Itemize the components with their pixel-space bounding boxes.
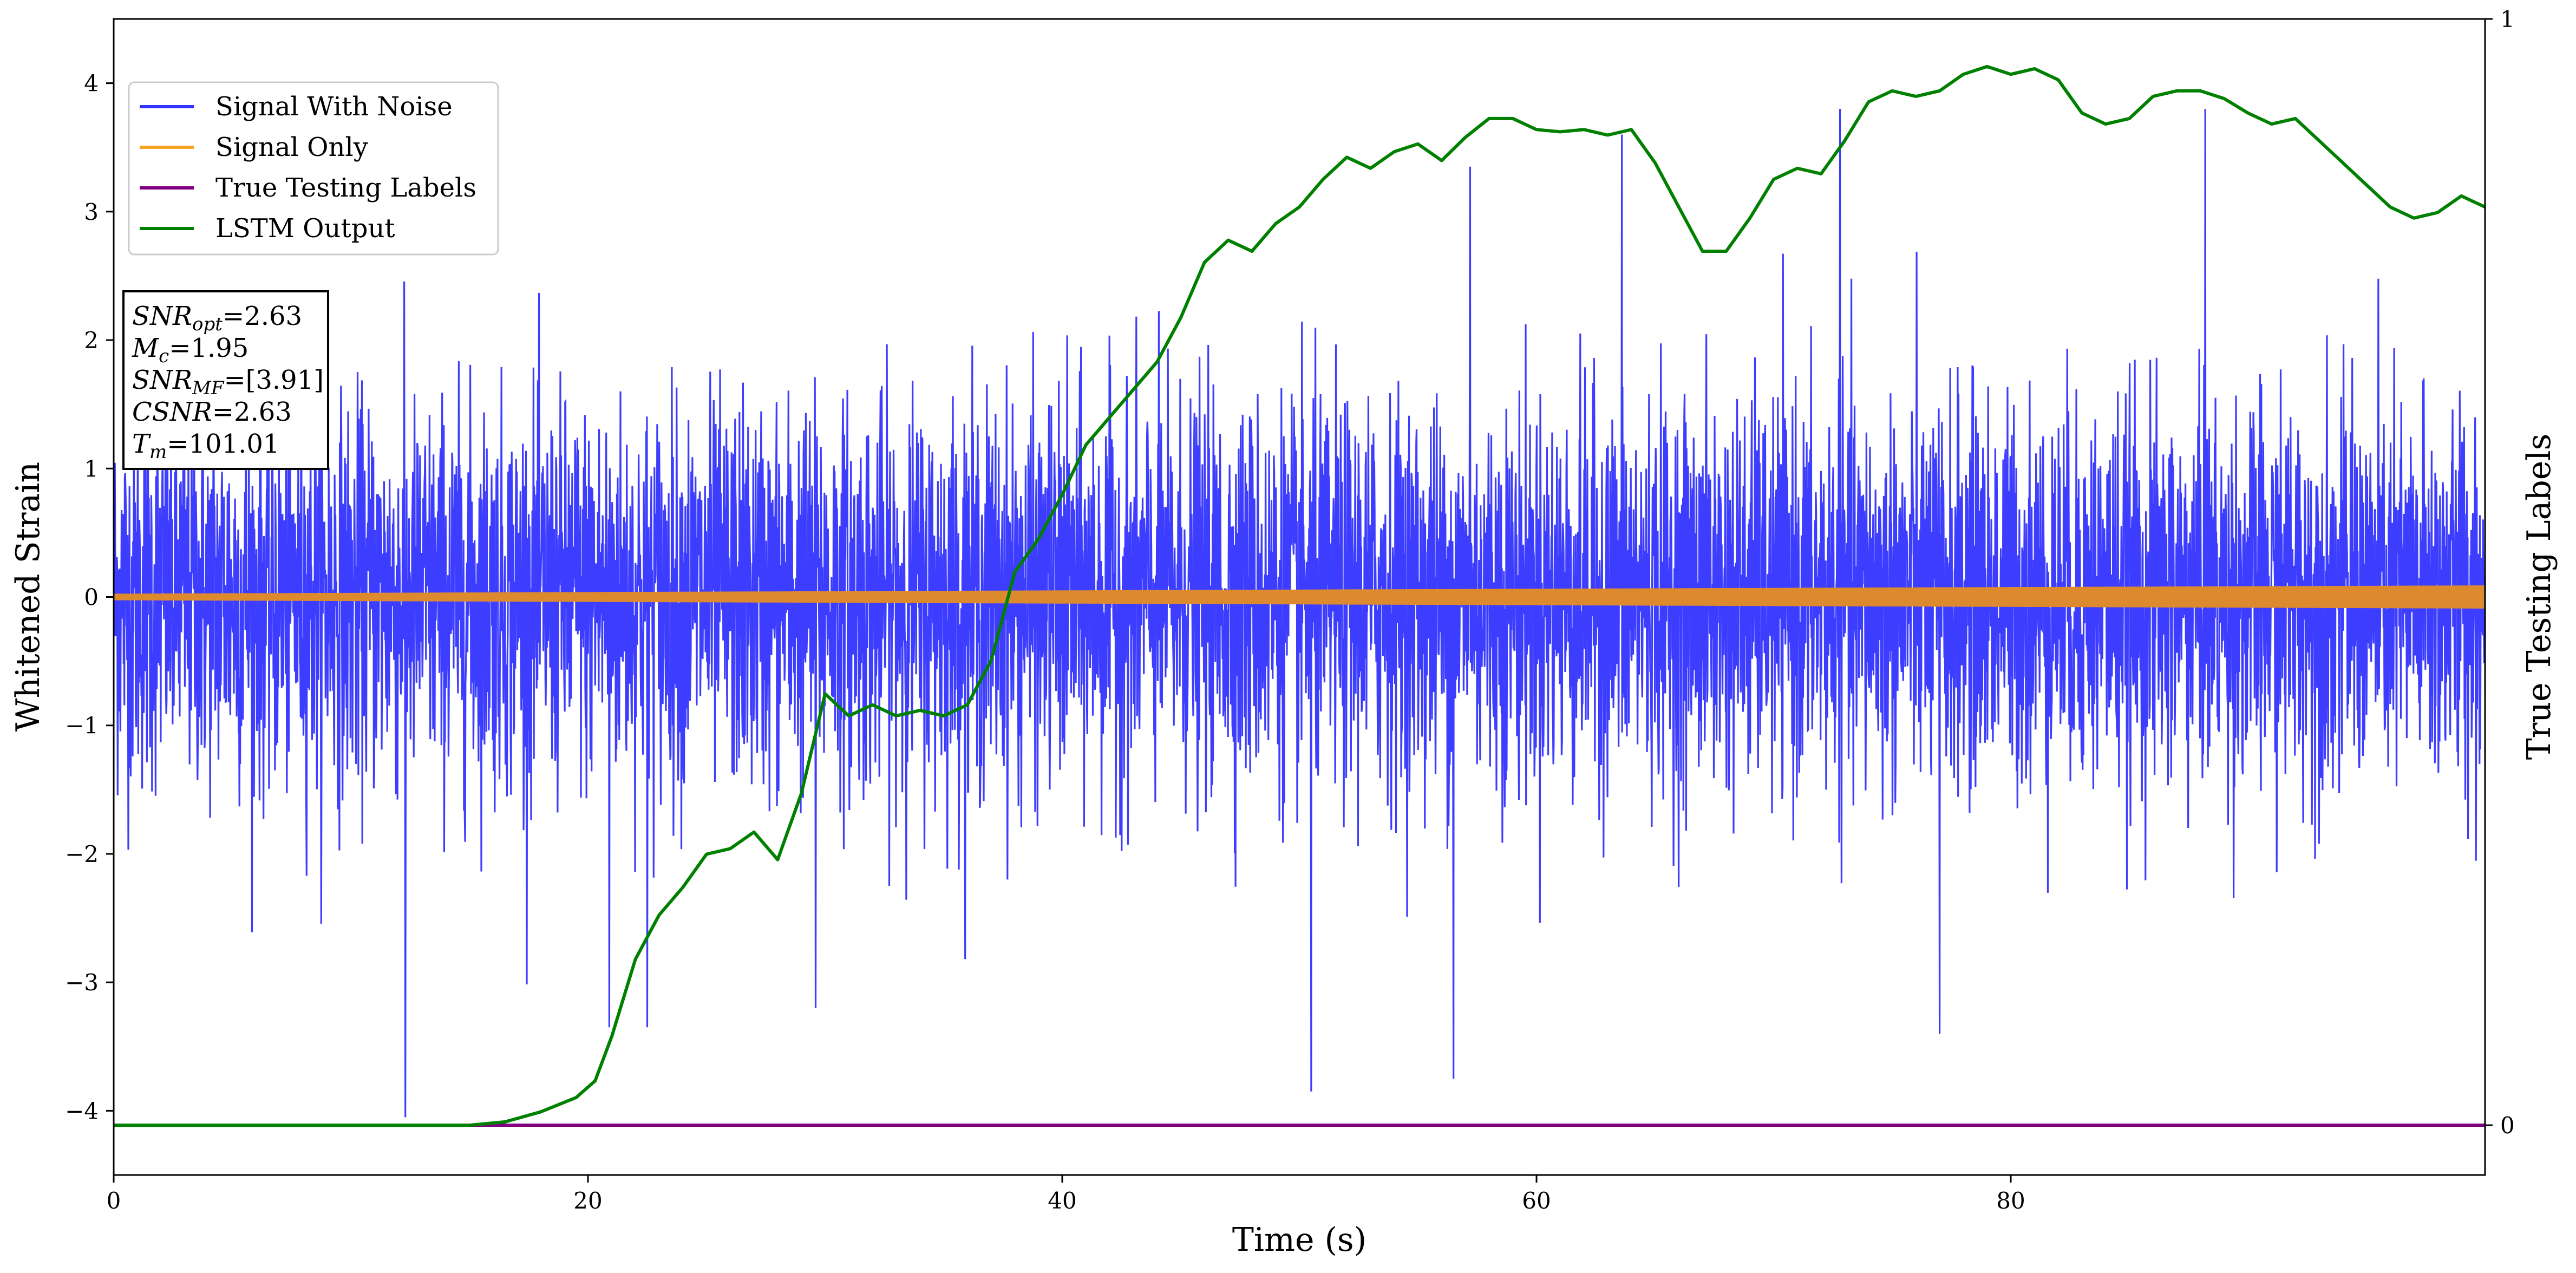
x-tick-label: 20 bbox=[573, 1187, 602, 1214]
legend: Signal With Noise Signal Only True Testi… bbox=[128, 81, 499, 256]
y-tick-label: −3 bbox=[65, 969, 99, 996]
y-tick-label: −4 bbox=[65, 1098, 99, 1124]
x-tick-label: 80 bbox=[1996, 1187, 2025, 1214]
y-tick-label: 2 bbox=[84, 327, 99, 354]
y-tick-label: 4 bbox=[84, 70, 99, 97]
y-axis-label: Whitened Strain bbox=[9, 462, 47, 732]
annotation-frame bbox=[122, 290, 329, 470]
x-tick-label: 60 bbox=[1522, 1187, 1551, 1214]
plot-area bbox=[114, 64, 2485, 1127]
annotation-line: Tm=101.01 bbox=[132, 429, 279, 463]
x-tick-label: 0 bbox=[107, 1187, 121, 1214]
y-tick-label: −1 bbox=[65, 713, 99, 739]
annotation-line: SNRopt=2.63 bbox=[132, 301, 302, 335]
y-tick-label: 0 bbox=[84, 584, 99, 611]
x-tick-label: 40 bbox=[1048, 1187, 1076, 1214]
x-axis-label: Time (s) bbox=[1232, 1221, 1367, 1259]
y-tick-label: −2 bbox=[65, 841, 99, 867]
annotation-box: SNRopt=2.63Mc=1.95SNRMF=[3.91]CSNR=2.63T… bbox=[122, 290, 329, 470]
annotation-lines: SNRopt=2.63Mc=1.95SNRMF=[3.91]CSNR=2.63T… bbox=[132, 301, 324, 463]
y-right-tick-label: 1 bbox=[2500, 6, 2515, 32]
lstm-output-line bbox=[114, 64, 2485, 1127]
annotation-line: CSNR=2.63 bbox=[132, 397, 292, 427]
series-lstm-output bbox=[114, 64, 2485, 1127]
series-signal-only bbox=[114, 585, 2485, 609]
y-axis-label-right: True Testing Labels bbox=[2520, 434, 2558, 760]
annotation-line: Mc=1.95 bbox=[132, 333, 249, 367]
y-right-tick-label: 0 bbox=[2500, 1112, 2515, 1139]
y-tick-label: 1 bbox=[84, 455, 99, 482]
legend-label-signal-with-noise: Signal With Noise bbox=[215, 92, 453, 122]
annotation-line: SNRMF=[3.91] bbox=[132, 365, 324, 399]
legend-box bbox=[128, 81, 499, 256]
legend-label-signal-only: Signal Only bbox=[215, 132, 368, 162]
legend-label-true-testing-labels: True Testing Labels bbox=[215, 173, 476, 203]
y-tick-label: 3 bbox=[84, 199, 99, 225]
signal-only-line bbox=[114, 585, 2485, 609]
legend-label-lstm-output: LSTM Output bbox=[215, 213, 395, 244]
